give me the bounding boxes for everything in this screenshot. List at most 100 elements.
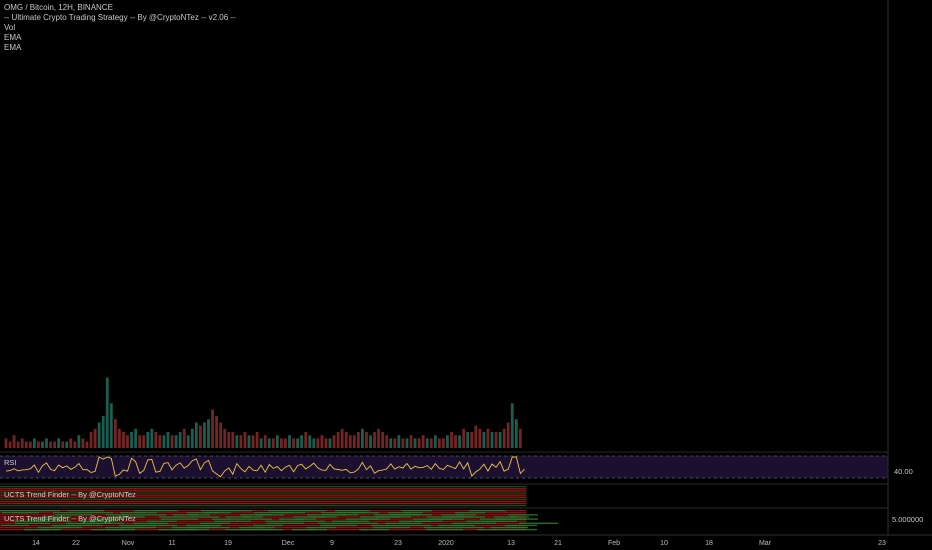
volume-bar (389, 438, 393, 448)
trend-seg (351, 510, 370, 512)
time-tick: 23 (878, 540, 886, 547)
trend-seg (186, 524, 209, 527)
trend-seg (468, 522, 496, 524)
volume-bar (166, 432, 170, 448)
time-tick: 18 (705, 540, 713, 547)
trend-seg (332, 520, 357, 522)
trend-seg (281, 520, 325, 522)
volume-bar (28, 441, 32, 448)
volume-bar (498, 432, 502, 448)
volume-bar (162, 435, 166, 448)
volume-bar (332, 435, 336, 448)
rsi-value: 40.00 (894, 467, 913, 476)
trend-seg (200, 522, 230, 524)
volume-bar (405, 438, 409, 448)
volume-bar (49, 441, 52, 448)
volume-bar (259, 438, 263, 448)
volume-bar (174, 435, 178, 448)
volume-bar (89, 432, 93, 448)
trend-seg (16, 510, 60, 512)
trend-seg (318, 522, 336, 524)
trend-seg (429, 518, 464, 520)
trend-seg (308, 528, 327, 531)
volume-bar (296, 438, 299, 448)
volume-bar (385, 435, 389, 448)
trend-row (0, 520, 527, 522)
trend-seg (265, 520, 283, 522)
time-tick: 23 (394, 540, 402, 547)
trend-seg (373, 526, 410, 529)
trend-seg (404, 512, 423, 514)
trend-seg (120, 512, 145, 514)
volume-bar (433, 435, 437, 448)
volume-bar (462, 428, 466, 448)
trend-seg (54, 526, 82, 529)
time-tick: 14 (32, 540, 40, 547)
trend-seg (401, 522, 422, 524)
volume-bar (409, 435, 413, 448)
trend-seg (217, 510, 252, 512)
volume-bar (20, 438, 24, 448)
trend-seg (15, 522, 50, 524)
trend-seg (53, 512, 71, 514)
volume-bar (401, 438, 405, 448)
trend-seg (320, 524, 357, 527)
trend-seg (68, 524, 103, 527)
volume-bar (109, 403, 113, 448)
volume-bar (365, 432, 368, 448)
volume-bar (251, 435, 255, 448)
strategy-title: -- Ultimate Crypto Trading Strategy -- B… (4, 13, 236, 22)
volume-bar (417, 438, 421, 448)
trend-seg (40, 528, 61, 531)
volume-bar (65, 441, 69, 448)
volume-bar (231, 432, 235, 448)
volume-bar (502, 428, 506, 448)
trend-finder-1-bars (0, 486, 527, 507)
trend-seg (362, 518, 390, 520)
trend-panes: 5.000000 (0, 483, 923, 531)
volume-bar (450, 432, 453, 448)
trend-seg (424, 526, 442, 529)
trend-row (0, 510, 527, 512)
trend-seg (212, 518, 230, 520)
trend-seg (67, 510, 92, 512)
volume-bar (211, 409, 214, 448)
volume-bar (377, 428, 380, 448)
trend-seg (133, 522, 156, 524)
trend-seg (96, 520, 115, 522)
rsi-line (5, 456, 525, 478)
trend-seg (150, 510, 178, 512)
trend-row (0, 486, 527, 488)
volume-bar (4, 438, 8, 448)
time-tick: Feb (608, 540, 620, 547)
trend-finder-2-bars (0, 510, 558, 531)
volume-bar (69, 438, 73, 448)
trend-seg (359, 528, 389, 531)
trend-row (0, 496, 527, 498)
trend-row (0, 498, 527, 500)
volume-bar (490, 432, 494, 448)
volume-bar (77, 435, 81, 448)
volume-bar (304, 432, 308, 448)
volume-bar (182, 428, 186, 448)
volume-bar (442, 438, 445, 448)
trend-seg (309, 516, 337, 518)
trend-seg (203, 512, 231, 514)
trend-seg (226, 516, 251, 518)
trend-seg (188, 526, 230, 529)
volume-bar (320, 435, 324, 448)
time-tick: 11 (168, 540, 175, 547)
volume-bar (190, 428, 194, 448)
trend-seg (323, 514, 358, 516)
trend-seg (228, 518, 272, 520)
volume-bar (397, 435, 401, 448)
trend-seg (69, 512, 113, 514)
volume-bar (227, 432, 231, 448)
rsi-label: RSI (4, 458, 17, 467)
trend-seg (189, 514, 210, 516)
volume-bar (239, 435, 243, 448)
volume-bar (61, 441, 65, 448)
volume-bar (356, 432, 360, 448)
trend-seg (519, 522, 558, 524)
